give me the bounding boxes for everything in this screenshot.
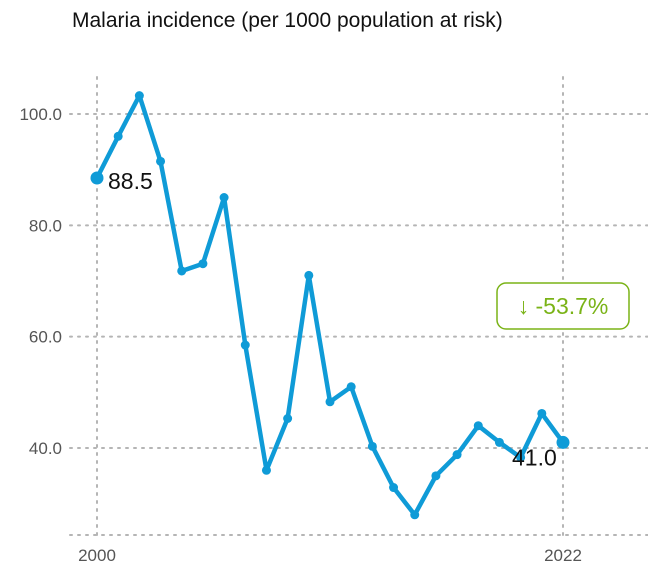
data-point [325, 397, 335, 407]
x-tick-label: 2022 [544, 546, 582, 565]
chart-title: Malaria incidence (per 1000 population a… [72, 9, 503, 32]
value-labels: 88.5 41.0 [108, 168, 557, 470]
x-tick-label: 2000 [78, 546, 116, 565]
data-point [389, 483, 399, 493]
data-point [113, 131, 123, 141]
data-point [156, 156, 166, 166]
data-point [198, 259, 208, 269]
data-point [431, 471, 441, 481]
data-point [537, 408, 547, 418]
grid-lines [69, 76, 648, 536]
y-axis-ticks: 40.0 60.0 80.0 100.0 [19, 105, 62, 458]
data-point [261, 465, 271, 475]
data-point [219, 193, 229, 202]
y-tick-label: 40.0 [29, 439, 62, 458]
end-value-label: 41.0 [512, 444, 557, 470]
x-axis-ticks: 2000 2022 [78, 546, 582, 565]
start-value-label: 88.5 [108, 168, 153, 194]
data-point [240, 340, 250, 350]
y-tick-label: 100.0 [19, 105, 62, 124]
series-line-group [90, 91, 570, 520]
change-badge-box [496, 282, 630, 330]
data-point [90, 171, 104, 185]
series-line [94, 93, 566, 518]
data-point [177, 266, 187, 276]
data-point [473, 421, 483, 431]
data-point [516, 452, 526, 462]
data-point [556, 435, 570, 449]
data-point [283, 413, 293, 423]
data-point [452, 450, 462, 460]
data-point [346, 382, 356, 392]
y-tick-label: 80.0 [29, 216, 62, 235]
y-tick-label: 60.0 [29, 328, 62, 347]
data-point [494, 437, 504, 447]
data-point [410, 510, 420, 520]
change-badge: ↓ -53.7% [496, 282, 630, 330]
data-point [367, 441, 377, 451]
change-badge-text: ↓ -53.7% [518, 293, 609, 319]
data-point [134, 91, 144, 101]
data-point [304, 270, 314, 280]
